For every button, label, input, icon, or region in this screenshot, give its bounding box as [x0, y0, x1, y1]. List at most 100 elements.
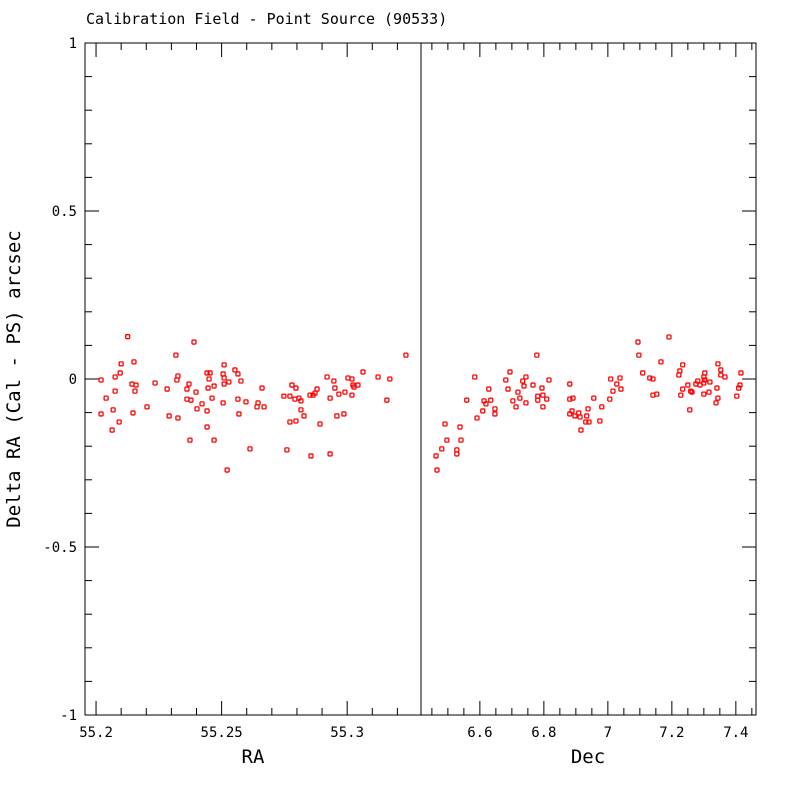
data-point — [131, 359, 137, 365]
data-point — [194, 406, 200, 412]
data-point — [284, 447, 290, 453]
data-point — [520, 378, 526, 384]
data-point — [517, 395, 523, 401]
data-point — [680, 362, 686, 368]
data-point — [130, 410, 136, 416]
data-point — [521, 383, 527, 389]
y-tick-label: -1 — [60, 708, 77, 724]
data-point — [539, 385, 545, 391]
data-point — [184, 386, 190, 392]
data-point — [702, 377, 708, 383]
data-point — [336, 391, 342, 397]
data-point — [220, 400, 226, 406]
data-point — [293, 418, 299, 424]
data-point — [332, 385, 338, 391]
data-point — [544, 396, 550, 402]
data-point — [238, 378, 244, 384]
data-point — [289, 382, 295, 388]
data-point — [235, 396, 241, 402]
x-tick-label: 7 — [604, 725, 612, 741]
data-point — [535, 397, 541, 403]
data-point — [434, 467, 440, 473]
data-point — [737, 382, 743, 388]
data-point — [247, 446, 253, 452]
data-point — [689, 389, 695, 395]
data-point — [618, 386, 624, 392]
data-point — [507, 369, 513, 375]
data-point — [209, 395, 215, 401]
data-point — [221, 375, 227, 381]
data-point — [701, 380, 707, 386]
data-point — [701, 391, 707, 397]
data-point — [583, 419, 589, 425]
data-point — [586, 419, 592, 425]
y-tick-label: -0.5 — [43, 540, 77, 556]
data-point — [236, 411, 242, 417]
data-point — [207, 370, 213, 376]
data-point — [433, 453, 439, 459]
data-point — [206, 376, 212, 382]
y-tick-label: 0.5 — [52, 204, 77, 220]
data-point — [680, 386, 686, 392]
data-point — [132, 388, 138, 394]
data-point — [226, 379, 232, 385]
data-point — [287, 419, 293, 425]
data-point — [125, 334, 131, 340]
data-point — [530, 382, 536, 388]
plot-frame — [84, 42, 422, 716]
data-point — [211, 437, 217, 443]
y-tick-label: 0 — [69, 372, 77, 388]
data-point — [715, 395, 721, 401]
data-point — [540, 404, 546, 410]
data-point — [103, 395, 109, 401]
data-point — [722, 374, 728, 380]
data-point — [714, 385, 720, 391]
data-point — [617, 375, 623, 381]
data-point — [221, 362, 227, 368]
data-point — [584, 413, 590, 419]
data-point — [640, 370, 646, 376]
data-point — [287, 393, 293, 399]
data-point — [324, 374, 330, 380]
data-point — [334, 413, 340, 419]
data-point — [458, 437, 464, 443]
data-point — [707, 379, 713, 385]
data-point — [349, 392, 355, 398]
data-point — [327, 395, 333, 401]
data-point — [351, 384, 357, 390]
panel-dec: 6.6 6.8 7 7.2 7.4 — [420, 42, 757, 741]
data-point — [188, 397, 194, 403]
data-point — [492, 406, 498, 412]
data-point — [676, 372, 682, 378]
data-point — [534, 352, 540, 358]
data-point — [301, 413, 307, 419]
data-point — [116, 419, 122, 425]
data-point — [193, 389, 199, 395]
data-point — [635, 339, 641, 345]
data-point — [492, 411, 498, 417]
data-point — [505, 386, 511, 392]
data-point — [199, 401, 205, 407]
data-point — [599, 404, 605, 410]
data-point — [614, 381, 620, 387]
data-point — [650, 376, 656, 382]
data-point — [117, 370, 123, 376]
data-point — [483, 401, 489, 407]
x-tick-label: 6.6 — [467, 725, 492, 741]
data-point — [472, 374, 478, 380]
data-point — [341, 411, 347, 417]
data-point — [585, 406, 591, 412]
x-tick-label: 7.4 — [723, 725, 748, 741]
data-point — [540, 392, 546, 398]
data-point — [112, 374, 118, 380]
data-point — [546, 377, 552, 383]
data-point — [654, 391, 660, 397]
data-point — [636, 352, 642, 358]
data-point — [715, 361, 721, 367]
data-point — [174, 377, 180, 383]
data-point — [298, 407, 304, 413]
data-point — [503, 377, 509, 383]
data-point — [112, 388, 118, 394]
data-point — [713, 400, 719, 406]
